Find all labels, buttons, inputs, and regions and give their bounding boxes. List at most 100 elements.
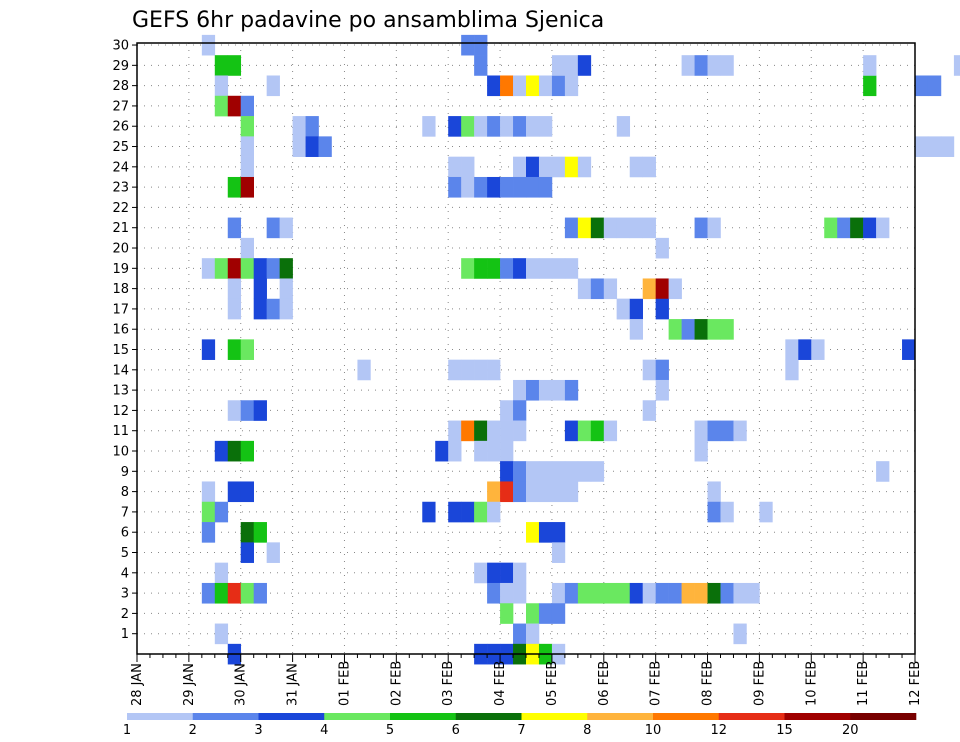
colorbar-label: 5 [386, 723, 394, 738]
precip-cell [694, 420, 708, 442]
precip-cell [487, 562, 501, 584]
precip-cell [707, 501, 721, 523]
precip-cell [577, 156, 592, 178]
precip-cell [564, 461, 579, 482]
precip-cell [214, 501, 229, 523]
precip-cell [629, 319, 643, 340]
precip-cell [227, 440, 242, 462]
y-tick-label: 12 [112, 404, 129, 419]
precip-cell [526, 258, 540, 279]
precip-cell [616, 582, 631, 604]
precip-cell [305, 116, 319, 137]
precip-cell [720, 55, 734, 76]
precip-cell [538, 481, 553, 503]
precip-cell [266, 258, 280, 279]
y-tick-label: 27 [112, 99, 129, 114]
colorbar-label: 8 [583, 723, 591, 738]
x-tick-label: 12 FEB [908, 661, 923, 706]
precip-cell [279, 258, 293, 279]
y-tick-label: 19 [112, 262, 129, 277]
x-axis: 28 JAN 29 JAN 30 JAN 31 JAN 01 FEB 02 FEB 03 F… [130, 654, 923, 706]
colorbar-label: 6 [452, 723, 460, 738]
y-tick-label: 20 [112, 242, 129, 257]
precip-cell [487, 116, 501, 137]
precip-cell [538, 156, 553, 178]
colorbar-swatch [521, 713, 588, 720]
precip-cell [292, 116, 306, 137]
colorbar-swatch [455, 713, 522, 720]
colorbar-swatch [324, 713, 391, 720]
precip-cell [240, 116, 254, 137]
y-tick-label: 9 [121, 465, 129, 480]
precip-cell [953, 55, 960, 76]
colorbar: 1 2 3 4 5 6 7 8 10 12 15 20 [123, 713, 917, 738]
precip-cell [551, 522, 566, 543]
y-tick-label: 6 [121, 526, 129, 541]
precip-cell [305, 136, 319, 157]
precip-cell [214, 258, 229, 279]
precip-cell [253, 278, 267, 300]
precip-cell [448, 359, 462, 381]
precip-cell [577, 217, 592, 239]
precip-cell [214, 623, 229, 645]
x-tick-label: 11 FEB [856, 661, 871, 706]
precip-cell [474, 34, 488, 56]
x-tick-label: 28 JAN [130, 663, 145, 706]
precip-cell [785, 339, 799, 360]
precip-cell [564, 258, 579, 279]
precip-cell [474, 116, 488, 137]
precip-cell [694, 582, 708, 604]
precip-cell [564, 156, 579, 178]
precip-cell [513, 258, 527, 279]
colorbar-label: 2 [189, 723, 197, 738]
precip-cell [500, 603, 514, 624]
precip-cell [577, 420, 592, 442]
precip-cell [214, 95, 229, 117]
precip-cell [318, 136, 332, 157]
precip-cell [655, 582, 669, 604]
y-tick-label: 23 [112, 181, 129, 196]
precip-cell [694, 217, 708, 239]
precip-cell [850, 217, 864, 239]
y-tick-label: 17 [112, 302, 129, 317]
precip-cell [513, 400, 527, 421]
precip-cell [642, 359, 656, 381]
precip-cell [487, 75, 501, 97]
colorbar-label: 7 [517, 723, 525, 738]
colorbar-swatch [784, 713, 851, 720]
precip-cell [551, 481, 566, 503]
y-tick-label: 25 [112, 140, 129, 155]
precip-cell [474, 420, 488, 442]
precip-cell [435, 440, 449, 462]
precip-cell [214, 75, 229, 97]
precip-cell [513, 623, 527, 645]
precip-cell [500, 176, 514, 198]
precip-cell [629, 582, 643, 604]
precip-cell [474, 258, 488, 279]
colorbar-swatch [390, 713, 457, 720]
y-tick-label: 3 [121, 587, 129, 602]
precip-cell [564, 481, 579, 503]
precip-cell [240, 400, 254, 421]
precip-cell [240, 156, 254, 178]
precip-cell [915, 75, 929, 97]
x-tick-label: 03 FEB [441, 661, 456, 706]
x-tick-label: 08 FEB [701, 661, 716, 706]
precip-cell [513, 116, 527, 137]
precip-cell [500, 116, 514, 137]
y-tick-label: 16 [112, 323, 129, 338]
precip-cell [538, 116, 553, 137]
precip-cell [746, 582, 760, 604]
chart-title: GEFS 6hr padavine po ansamblima Sjenica [132, 8, 604, 33]
precip-cell [837, 217, 851, 239]
precip-cell [551, 75, 566, 97]
precip-cell [513, 562, 527, 584]
precip-cell [694, 440, 708, 462]
precip-cell [201, 501, 216, 523]
precip-cell [655, 359, 669, 381]
precip-cell [487, 359, 501, 381]
precip-cell [214, 562, 229, 584]
precip-cell [526, 481, 540, 503]
precip-cell [240, 237, 254, 259]
